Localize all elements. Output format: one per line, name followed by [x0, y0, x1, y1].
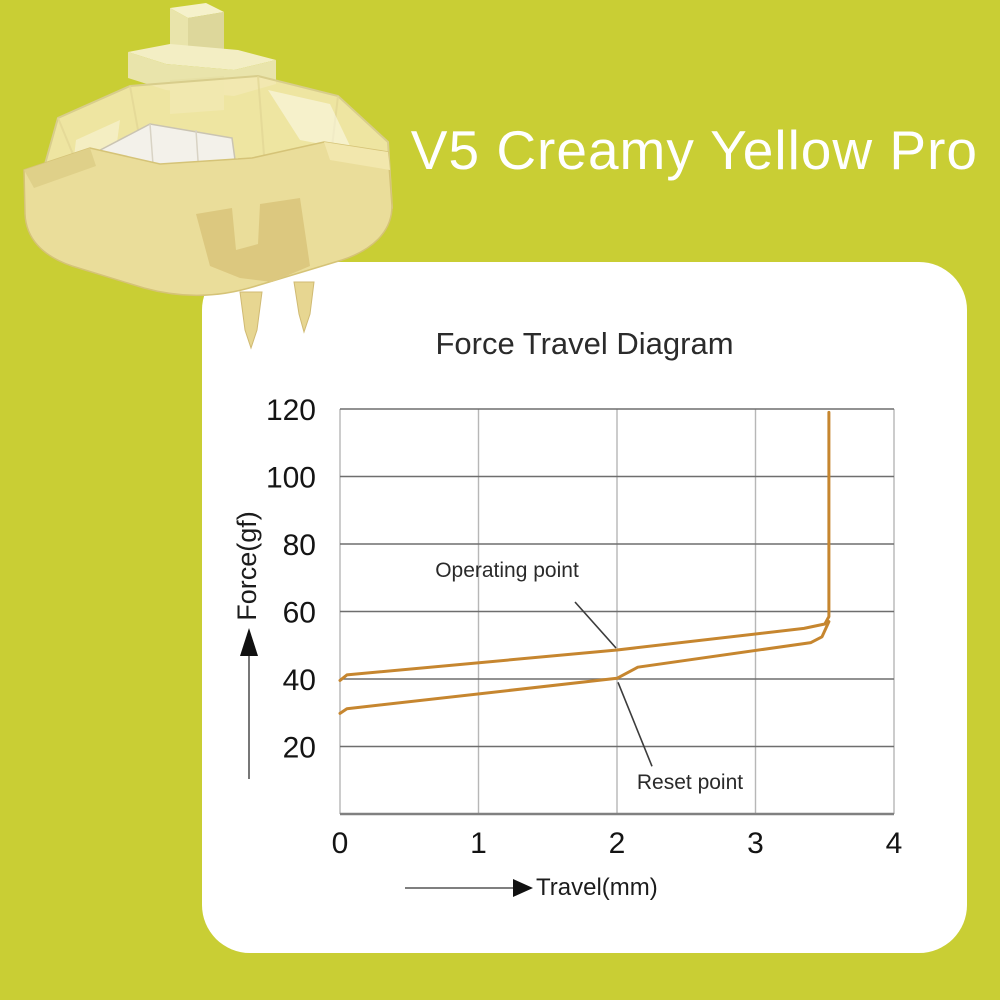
switch-pins: [239, 281, 315, 350]
svg-text:4: 4: [886, 827, 903, 860]
annotation-leader-lines: [574, 601, 653, 767]
x-axis-label: Travel(mm): [536, 874, 658, 901]
switch-product-image: [23, 3, 394, 350]
x-axis-arrow-icon: [405, 879, 533, 897]
force-travel-chart: 20 40 60 80 100 120 0 1 2 3 4: [240, 394, 903, 897]
x-axis-tick-labels: 0 1 2 3 4: [332, 827, 903, 860]
chart-title: Force Travel Diagram: [435, 326, 734, 361]
operating-point-annotation: Operating point: [435, 559, 579, 582]
product-title: V5 Creamy Yellow Pro: [410, 119, 978, 181]
svg-text:1: 1: [470, 827, 487, 860]
svg-text:120: 120: [266, 394, 316, 427]
reset-point-annotation: Reset point: [636, 771, 744, 794]
svg-text:40: 40: [283, 664, 316, 697]
svg-text:100: 100: [266, 462, 316, 495]
switch-bottom-housing: [23, 141, 393, 297]
svg-text:3: 3: [747, 827, 764, 860]
y-axis-arrow-icon: [240, 628, 258, 779]
y-axis-label: Force(gf): [232, 511, 262, 621]
svg-text:80: 80: [283, 529, 316, 562]
horizontal-gridlines: [340, 408, 894, 816]
svg-text:20: 20: [283, 732, 316, 765]
force-curves: [338, 410, 831, 715]
svg-text:0: 0: [332, 827, 349, 860]
chart-panel: Force Travel Diagram 20 40 60 80 100 120 0 1 2 3…: [202, 262, 967, 953]
svg-text:60: 60: [283, 597, 316, 630]
svg-text:2: 2: [609, 827, 626, 860]
y-axis-tick-labels: 20 40 60 80 100 120: [266, 394, 316, 765]
